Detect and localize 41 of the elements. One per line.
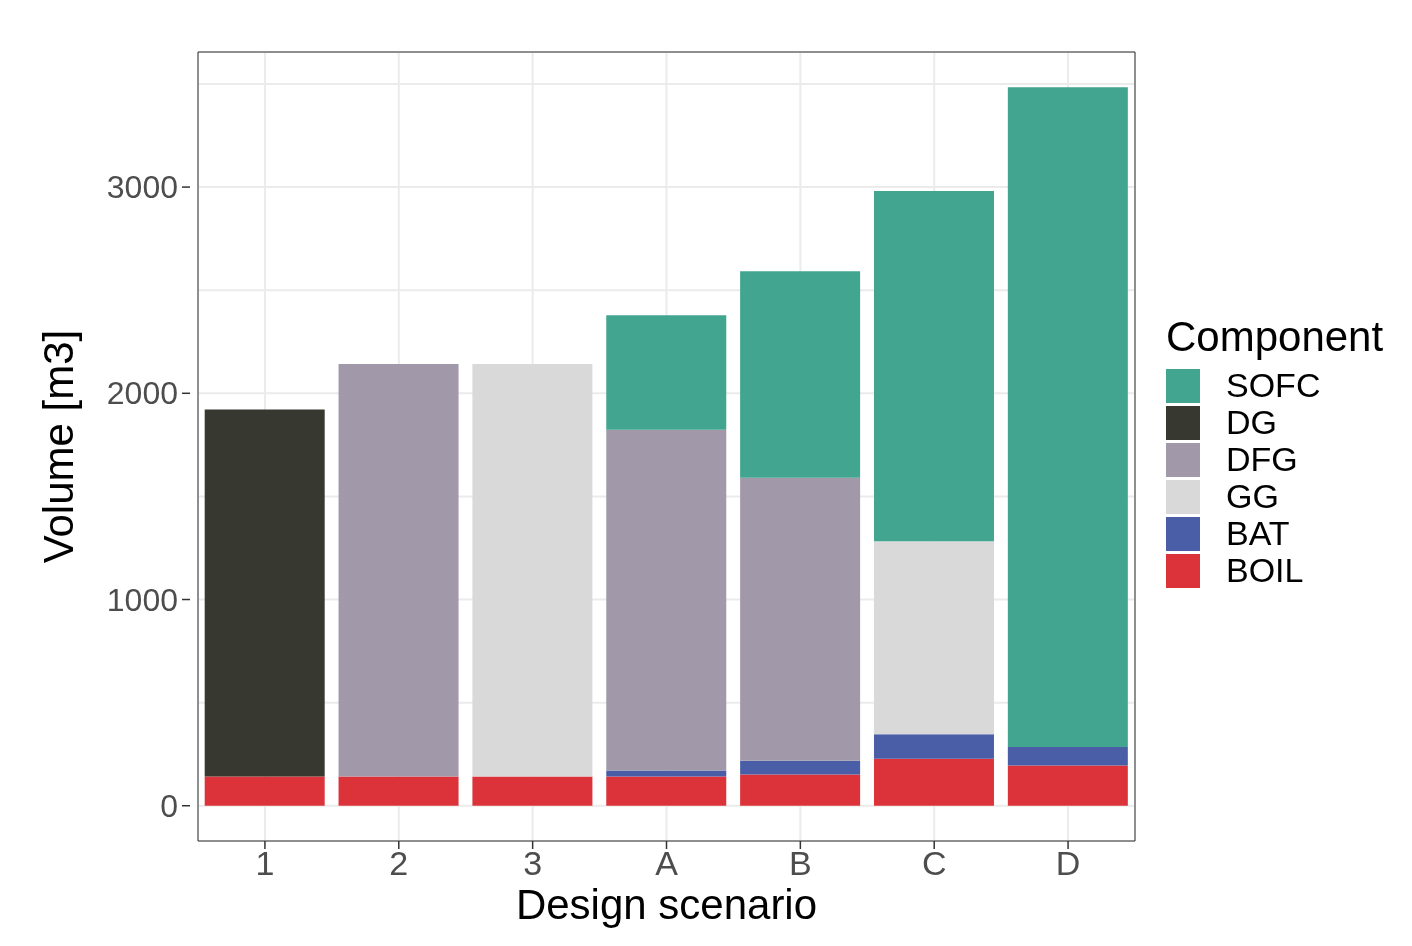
bar <box>606 776 727 806</box>
x-tick-label: 1 <box>255 844 275 883</box>
bar <box>338 364 459 777</box>
bar <box>1007 746 1128 766</box>
bar <box>1007 87 1128 747</box>
x-tick-label: 3 <box>523 844 543 883</box>
y-tick-label: 1000 <box>106 581 178 618</box>
bar <box>740 271 861 478</box>
x-tick-label: B <box>789 844 812 883</box>
y-tick-label: 2000 <box>106 375 178 412</box>
bar <box>606 770 727 777</box>
bar <box>873 190 994 542</box>
bar <box>606 315 727 430</box>
bar <box>740 477 861 761</box>
bar <box>873 541 994 735</box>
x-tick-label: C <box>921 844 947 883</box>
y-axis-title: Volume [m3] <box>34 329 82 564</box>
y-tick-label: 0 <box>160 787 178 824</box>
bar <box>472 776 593 806</box>
bar <box>204 776 325 806</box>
x-axis-title: Design scenario <box>515 881 818 928</box>
bar <box>472 364 593 777</box>
x-tick-label: A <box>655 844 679 883</box>
bar <box>873 758 994 806</box>
bar <box>740 760 861 775</box>
bar <box>1007 765 1128 806</box>
legend-label: DG <box>1226 403 1277 442</box>
legend-title: Component <box>1166 313 1384 361</box>
legend-label: DFG <box>1226 440 1298 479</box>
bar <box>740 774 861 806</box>
legend-label: SOFC <box>1226 366 1321 405</box>
x-tick-label: 2 <box>389 844 409 883</box>
bar <box>606 429 727 771</box>
y-tick-label: 3000 <box>106 169 178 206</box>
x-tick-label: D <box>1055 844 1081 883</box>
legend-label: BAT <box>1226 514 1290 553</box>
bar <box>873 734 994 759</box>
bar <box>204 409 325 777</box>
bar <box>338 776 459 806</box>
legend-label: GG <box>1226 477 1279 516</box>
legend-label: BOIL <box>1226 551 1304 590</box>
